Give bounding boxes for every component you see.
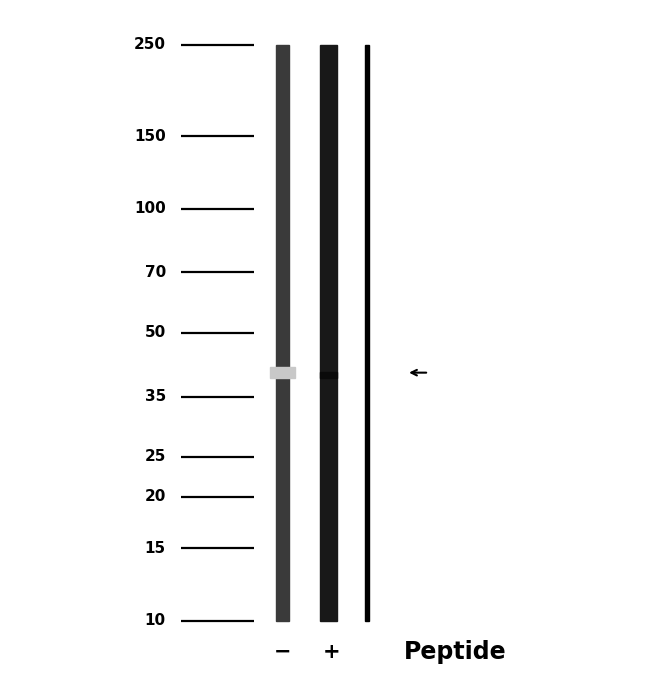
Text: 50: 50: [144, 325, 166, 340]
Text: 20: 20: [144, 489, 166, 504]
Text: 10: 10: [144, 613, 166, 628]
Text: 150: 150: [134, 128, 166, 143]
Bar: [365, 45, 369, 621]
Text: 15: 15: [144, 541, 166, 556]
Bar: [276, 45, 289, 621]
Bar: [320, 45, 337, 621]
Text: +: +: [322, 641, 341, 662]
Bar: [320, 372, 337, 378]
Text: 35: 35: [144, 389, 166, 404]
Text: 100: 100: [134, 201, 166, 216]
Text: 250: 250: [134, 37, 166, 52]
Bar: [270, 367, 295, 378]
Text: −: −: [274, 641, 291, 662]
Text: 25: 25: [144, 449, 166, 464]
Text: Peptide: Peptide: [404, 640, 506, 663]
Text: 70: 70: [144, 265, 166, 280]
